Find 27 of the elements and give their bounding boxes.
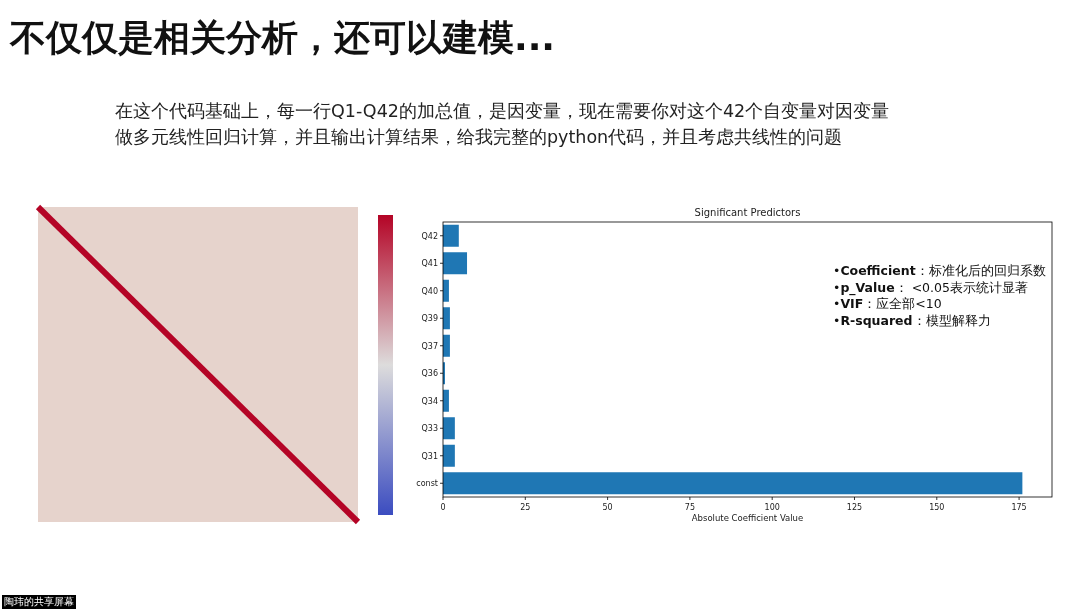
y-tick-label: Q31 [421,451,438,461]
x-tick-label: 150 [929,503,945,512]
x-tick-label: 125 [846,503,863,512]
x-tick-label: 0 [440,503,446,512]
x-tick-label: 175 [1011,503,1027,512]
y-tick-label: Q33 [421,424,438,434]
text: 陶玮的共享屏幕 [2,595,76,609]
text: 在这个代码基础上，每一行Q1-Q42的加总值，是因变量，现在需要你对这个42个自变量对因变量做多元线性回归计算，并且输出计算结果，给我完整的python代码，并且考虑共线性的问题 [115,100,891,149]
y-tick-label: Q34 [421,396,438,406]
x-tick-label: 25 [520,503,531,512]
y-tick-label: Q40 [421,286,438,296]
annotation: •Coefficient：标准化后的回归系数 [833,263,1046,278]
annotation: •R-squared：模型解释力 [833,312,991,328]
y-tick-label: const [416,479,438,489]
y-tick-label: Q36 [421,369,438,379]
x-tick-label: 100 [764,503,780,512]
annotation: •VIF：应全部<10 [833,296,942,311]
text: 不仅仅是相关分析，还可以建模... [10,16,556,60]
chart-title: Significant Predictors [694,207,801,218]
x-axis-title: Absolute Coefficient Value [691,513,804,523]
annotation: •p_Value： <0.05表示统计显著 [833,279,1028,296]
y-tick-label: Q37 [421,341,438,351]
x-tick-label: 75 [684,503,695,512]
y-tick-label: Q41 [421,259,438,269]
x-tick-label: 50 [602,503,613,512]
y-tick-label: Q39 [421,314,438,324]
y-tick-label: Q42 [421,231,438,241]
